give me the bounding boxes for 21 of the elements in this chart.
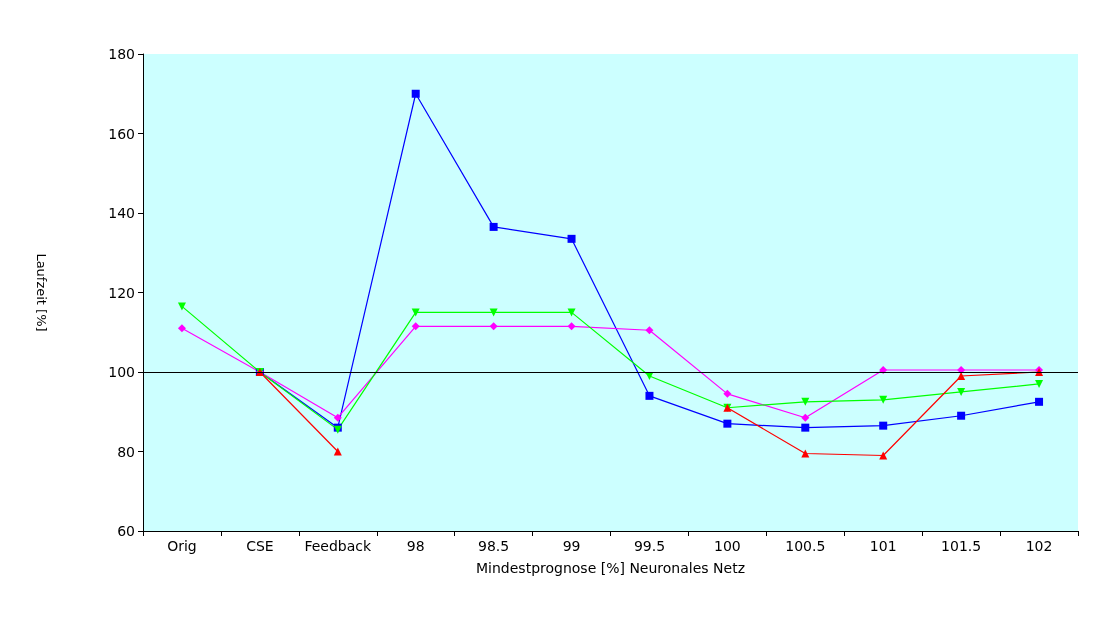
x-tick-label: 100: [714, 538, 741, 554]
x-tick-label: 102: [1025, 538, 1053, 554]
y-tick-label: 100: [108, 364, 135, 380]
y-tick-label: 180: [108, 46, 135, 62]
x-tick-label: 100.5: [785, 538, 826, 554]
x-tick-label: CSE: [246, 538, 274, 554]
x-tick-label: 99: [562, 538, 581, 554]
x-tick-label: Feedback: [304, 538, 373, 554]
y-tick-label: 140: [108, 205, 135, 221]
x-tick-label: 101.5: [941, 538, 982, 554]
y-tick-label: 60: [117, 523, 135, 539]
y-tick-label: 80: [117, 443, 135, 460]
x-tick-label: Orig: [167, 538, 197, 554]
x-tick-label: 98.5: [478, 538, 510, 554]
y-tick-label: 160: [108, 125, 135, 142]
x-tick-label: 98: [406, 538, 425, 554]
x-axis-title: Mindestprognose [%] Neuronales Netz: [476, 560, 745, 576]
y-axis-title: Laufzeit [%]: [34, 253, 49, 332]
x-tick-label: 99.5: [633, 538, 666, 554]
x-tick-label: 101: [869, 538, 897, 554]
y-tick-label: 120: [108, 284, 135, 301]
